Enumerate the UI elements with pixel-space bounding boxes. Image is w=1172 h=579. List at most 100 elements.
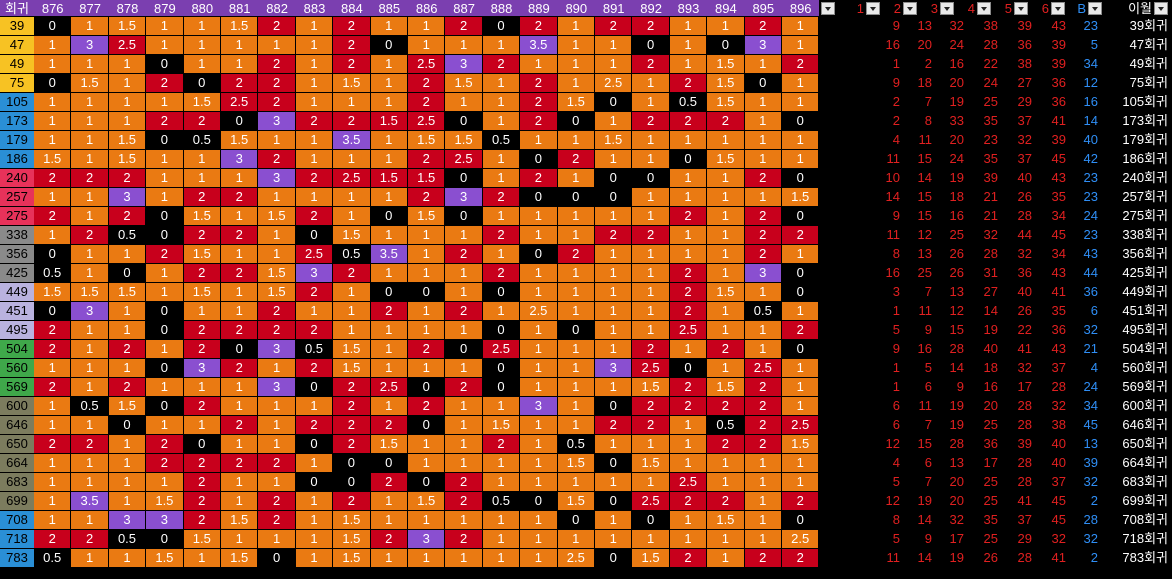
- grid-cell[interactable]: 1: [370, 226, 408, 245]
- grid-cell[interactable]: 1: [258, 416, 296, 435]
- grid-cell[interactable]: 0.5: [71, 397, 109, 416]
- grid-cell[interactable]: 1: [520, 511, 558, 530]
- grid-cell[interactable]: 1: [108, 245, 147, 264]
- grid-cell[interactable]: 2.5: [370, 378, 408, 397]
- grid-cell[interactable]: 1: [782, 397, 820, 416]
- grid-cell[interactable]: 2: [333, 378, 371, 397]
- grid-cell[interactable]: 1: [445, 321, 483, 340]
- grid-cell[interactable]: 1: [221, 473, 259, 492]
- grid-cell[interactable]: 1: [146, 264, 184, 283]
- grid-cell[interactable]: 1: [146, 169, 184, 188]
- grid-cell[interactable]: 1: [333, 321, 371, 340]
- grid-cell[interactable]: 1: [108, 435, 147, 454]
- grid-cell[interactable]: 1: [669, 36, 708, 55]
- grid-cell[interactable]: 2: [520, 17, 558, 36]
- grid-cell[interactable]: 1: [632, 93, 670, 112]
- grid-cell[interactable]: 0: [146, 397, 184, 416]
- grid-cell[interactable]: 1: [445, 283, 483, 302]
- grid-cell[interactable]: 1.5: [445, 74, 483, 93]
- grid-cell[interactable]: 0: [520, 188, 558, 207]
- grid-cell[interactable]: 1: [595, 435, 633, 454]
- grid-cell[interactable]: 1: [707, 359, 745, 378]
- grid-cell[interactable]: 2: [146, 435, 184, 454]
- grid-cell[interactable]: 1: [557, 340, 595, 359]
- grid-cell[interactable]: 1.5: [333, 511, 371, 530]
- grid-cell[interactable]: 1.5: [183, 245, 221, 264]
- grid-cell[interactable]: 1: [744, 131, 782, 150]
- grid-cell[interactable]: 0.5: [295, 340, 334, 359]
- grid-cell[interactable]: 2: [744, 416, 782, 435]
- grid-cell[interactable]: 2: [445, 17, 483, 36]
- grid-cell[interactable]: 1: [295, 36, 334, 55]
- grid-cell[interactable]: 2: [183, 264, 221, 283]
- grid-cell[interactable]: 0: [34, 245, 72, 264]
- grid-cell[interactable]: 1: [34, 112, 72, 131]
- grid-cell[interactable]: 2: [183, 397, 221, 416]
- grid-cell[interactable]: 1: [445, 511, 483, 530]
- grid-cell[interactable]: 1: [595, 473, 633, 492]
- grid-cell[interactable]: 2: [295, 283, 334, 302]
- grid-cell[interactable]: 2.5: [557, 549, 595, 568]
- grid-cell[interactable]: 1: [782, 74, 820, 93]
- grid-cell[interactable]: 1: [782, 359, 820, 378]
- grid-cell[interactable]: 1: [782, 302, 820, 321]
- grid-cell[interactable]: 1: [221, 302, 259, 321]
- grid-cell[interactable]: 0: [669, 359, 708, 378]
- grid-cell[interactable]: 2: [482, 264, 521, 283]
- grid-cell[interactable]: 1: [595, 36, 633, 55]
- grid-cell[interactable]: 2: [146, 74, 184, 93]
- grid-cell[interactable]: 1: [520, 131, 558, 150]
- grid-cell[interactable]: 0: [595, 397, 633, 416]
- grid-cell[interactable]: 1: [520, 549, 558, 568]
- grid-cell[interactable]: 1: [782, 245, 820, 264]
- grid-cell[interactable]: 2: [34, 340, 72, 359]
- grid-cell[interactable]: 2: [183, 321, 221, 340]
- grid-cell[interactable]: 1: [445, 549, 483, 568]
- grid-cell[interactable]: 1: [408, 245, 446, 264]
- grid-cell[interactable]: 1: [782, 378, 820, 397]
- grid-cell[interactable]: 0: [146, 302, 184, 321]
- grid-cell[interactable]: 0: [333, 473, 371, 492]
- grid-cell[interactable]: 1.5: [183, 207, 221, 226]
- grid-cell[interactable]: 1: [445, 36, 483, 55]
- grid-cell[interactable]: 0: [370, 36, 408, 55]
- grid-cell[interactable]: 2: [333, 435, 371, 454]
- grid-cell[interactable]: 1: [669, 435, 708, 454]
- grid-cell[interactable]: 1: [520, 473, 558, 492]
- grid-cell[interactable]: 1: [146, 188, 184, 207]
- grid-cell[interactable]: 1: [557, 473, 595, 492]
- grid-cell[interactable]: 1: [295, 17, 334, 36]
- grid-cell[interactable]: 2: [258, 454, 296, 473]
- grid-cell[interactable]: 1: [520, 530, 558, 549]
- grid-cell[interactable]: 0: [595, 93, 633, 112]
- grid-cell[interactable]: 0.5: [707, 416, 745, 435]
- grid-cell[interactable]: 1: [482, 207, 521, 226]
- grid-cell[interactable]: 1: [221, 397, 259, 416]
- grid-cell[interactable]: 1: [707, 17, 745, 36]
- grid-cell[interactable]: 0: [146, 131, 184, 150]
- grid-cell[interactable]: 0.5: [482, 131, 521, 150]
- grid-cell[interactable]: 2: [221, 264, 259, 283]
- grid-cell[interactable]: 0: [370, 207, 408, 226]
- grid-cell[interactable]: 1: [71, 359, 109, 378]
- grid-cell[interactable]: 0: [408, 378, 446, 397]
- grid-cell[interactable]: 3: [445, 188, 483, 207]
- grid-cell[interactable]: 0: [295, 435, 334, 454]
- grid-cell[interactable]: 1.5: [557, 492, 595, 511]
- grid-cell[interactable]: 1: [370, 397, 408, 416]
- grid-cell[interactable]: 1.5: [146, 492, 184, 511]
- grid-cell[interactable]: 1: [370, 511, 408, 530]
- grid-cell[interactable]: 1: [370, 492, 408, 511]
- grid-cell[interactable]: 1.5: [370, 435, 408, 454]
- grid-cell[interactable]: 1: [632, 302, 670, 321]
- grid-cell[interactable]: 1: [333, 283, 371, 302]
- grid-cell[interactable]: 2: [408, 150, 446, 169]
- grid-cell[interactable]: 1.5: [707, 511, 745, 530]
- grid-cell[interactable]: 1: [520, 264, 558, 283]
- grid-cell[interactable]: 0: [146, 530, 184, 549]
- grid-cell[interactable]: 0: [482, 359, 521, 378]
- grid-cell[interactable]: 1: [520, 207, 558, 226]
- grid-cell[interactable]: 1: [632, 435, 670, 454]
- grid-cell[interactable]: 2: [34, 378, 72, 397]
- grid-cell[interactable]: 1: [669, 530, 708, 549]
